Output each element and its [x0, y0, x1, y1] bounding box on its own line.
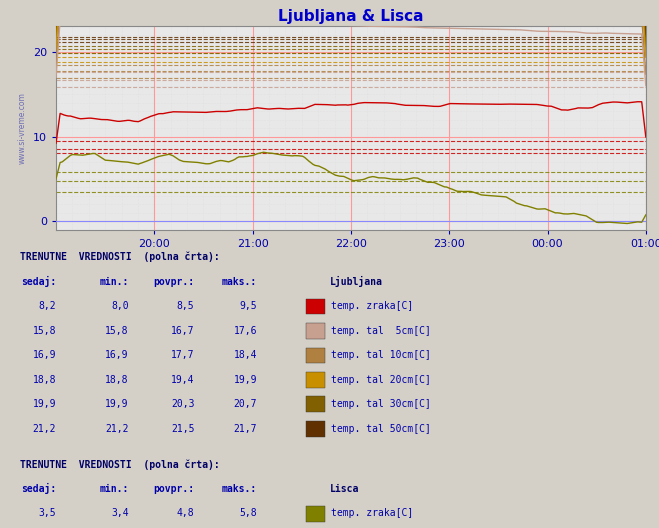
Text: 3,4: 3,4 — [111, 508, 129, 518]
Text: min.:: min.: — [99, 484, 129, 494]
Text: 18,8: 18,8 — [32, 375, 56, 385]
Text: 8,5: 8,5 — [177, 301, 194, 312]
Text: sedaj:: sedaj: — [21, 276, 56, 287]
Text: min.:: min.: — [99, 277, 129, 287]
Text: 16,7: 16,7 — [171, 326, 194, 336]
Text: sedaj:: sedaj: — [21, 483, 56, 494]
Text: 16,9: 16,9 — [105, 350, 129, 360]
Text: 3,5: 3,5 — [38, 508, 56, 518]
Bar — [306, 397, 325, 412]
Text: 18,4: 18,4 — [233, 350, 257, 360]
Text: 21,2: 21,2 — [32, 423, 56, 433]
Text: 20,7: 20,7 — [233, 399, 257, 409]
Text: 8,0: 8,0 — [111, 301, 129, 312]
Bar — [306, 347, 325, 363]
Text: temp. zraka[C]: temp. zraka[C] — [331, 508, 413, 518]
Text: temp. tal  5cm[C]: temp. tal 5cm[C] — [331, 326, 431, 336]
Bar — [306, 299, 325, 315]
Bar — [306, 506, 325, 522]
Text: 21,2: 21,2 — [105, 423, 129, 433]
Text: maks.:: maks.: — [222, 277, 257, 287]
Title: Ljubljana & Lisca: Ljubljana & Lisca — [278, 9, 424, 24]
Text: 4,8: 4,8 — [177, 508, 194, 518]
Text: 19,9: 19,9 — [32, 399, 56, 409]
Text: temp. tal 50cm[C]: temp. tal 50cm[C] — [331, 423, 431, 433]
Text: 19,9: 19,9 — [233, 375, 257, 385]
Text: 16,9: 16,9 — [32, 350, 56, 360]
Text: Ljubljana: Ljubljana — [330, 276, 382, 287]
Text: TRENUTNE  VREDNOSTI  (polna črta):: TRENUTNE VREDNOSTI (polna črta): — [20, 252, 219, 262]
Text: 19,4: 19,4 — [171, 375, 194, 385]
Text: temp. tal 10cm[C]: temp. tal 10cm[C] — [331, 350, 431, 360]
Text: 15,8: 15,8 — [32, 326, 56, 336]
Text: 17,6: 17,6 — [233, 326, 257, 336]
Text: 8,2: 8,2 — [38, 301, 56, 312]
Text: maks.:: maks.: — [222, 484, 257, 494]
Text: 5,8: 5,8 — [239, 508, 257, 518]
Bar — [306, 323, 325, 339]
Bar — [306, 421, 325, 437]
Text: 9,5: 9,5 — [239, 301, 257, 312]
Text: TRENUTNE  VREDNOSTI  (polna črta):: TRENUTNE VREDNOSTI (polna črta): — [20, 459, 219, 469]
Text: 21,7: 21,7 — [233, 423, 257, 433]
Text: 18,8: 18,8 — [105, 375, 129, 385]
Text: www.si-vreme.com: www.si-vreme.com — [18, 92, 26, 164]
Bar — [306, 372, 325, 388]
Text: 19,9: 19,9 — [105, 399, 129, 409]
Text: temp. zraka[C]: temp. zraka[C] — [331, 301, 413, 312]
Text: temp. tal 20cm[C]: temp. tal 20cm[C] — [331, 375, 431, 385]
Text: povpr.:: povpr.: — [154, 484, 194, 494]
Text: Lisca: Lisca — [330, 484, 359, 494]
Text: povpr.:: povpr.: — [154, 277, 194, 287]
Text: 20,3: 20,3 — [171, 399, 194, 409]
Text: 15,8: 15,8 — [105, 326, 129, 336]
Text: 17,7: 17,7 — [171, 350, 194, 360]
Text: 21,5: 21,5 — [171, 423, 194, 433]
Text: temp. tal 30cm[C]: temp. tal 30cm[C] — [331, 399, 431, 409]
